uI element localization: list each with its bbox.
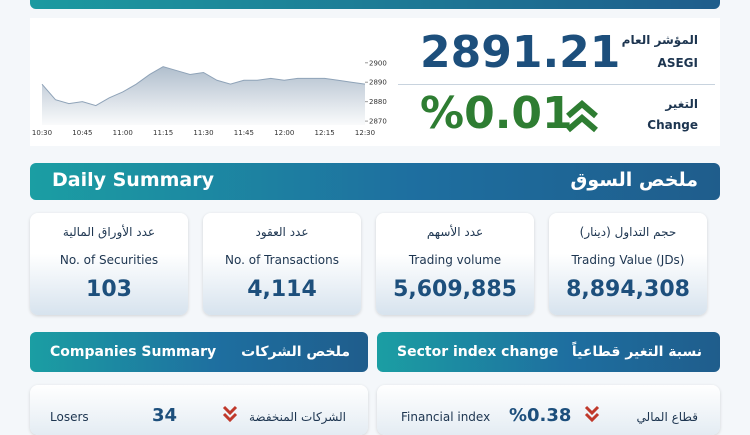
change-label-ar: التغير (665, 97, 698, 111)
row-label-en: Losers (50, 410, 89, 424)
row-label-ar: الشركات المنخفضة (248, 410, 346, 424)
card-label-en: No. of Transactions (224, 253, 340, 267)
card-label-ar: عدد الأوراق المالية (62, 225, 156, 239)
summary-card: عدد الأسهم Trading volume 5,609,885 (376, 213, 534, 315)
index-value: 2891.21 (420, 27, 621, 78)
index-chart: 2870 2880 2890 2900 10:30 10:45 11:00 11:15 11:3… (32, 59, 387, 137)
x-tick-label: 11:45 (234, 129, 254, 137)
summary-card: عدد العقود No. of Transactions 4,114 (203, 213, 361, 315)
y-tick-label: 2890 (369, 79, 387, 87)
index-label-en: ASEGI (657, 56, 698, 70)
top-bar (30, 0, 720, 9)
x-tick-label: 11:30 (193, 129, 213, 137)
card-label-en: No. of Securities (59, 253, 159, 267)
card-value: 4,114 (247, 277, 317, 302)
companies-row: Losers 34 الشركات المنخفضة (30, 385, 368, 435)
banner-title-en: Daily Summary (52, 169, 215, 191)
change-label-en: Change (647, 118, 698, 132)
x-tick-label: 10:30 (32, 129, 52, 137)
divider (398, 84, 715, 85)
x-tick-label: 11:00 (113, 129, 133, 137)
banner-title-ar: ملخص السوق (570, 169, 698, 191)
row-label-ar: قطاع المالي (636, 410, 698, 424)
card-value: 5,609,885 (393, 277, 517, 302)
banner-title-en: Companies Summary (50, 344, 217, 360)
card-label-ar: عدد الأسهم (426, 225, 484, 239)
card-value: 103 (86, 277, 132, 302)
up-icon (566, 100, 598, 133)
x-tick-label: 10:45 (72, 129, 92, 137)
banner-title-ar: ملخص الشركات (241, 344, 350, 360)
card-value: 8,894,308 (566, 277, 690, 302)
index-label-ar: المؤشر العام (621, 33, 698, 47)
y-tick-label: 2880 (369, 98, 387, 106)
y-tick-label: 2900 (369, 59, 387, 67)
card-label-ar: عدد العقود (255, 225, 309, 239)
change-value: %0.01 (420, 88, 573, 139)
card-label-ar: حجم التداول (دينار) (579, 225, 677, 239)
sector-row: Financial index %0.38 قطاع المالي (377, 385, 720, 435)
line (41, 66, 366, 107)
area (42, 66, 365, 125)
x-tick-label: 11:15 (153, 129, 173, 137)
summary-card: عدد الأوراق المالية No. of Securities 103 (30, 213, 188, 315)
x-tick-label: 12:15 (315, 129, 335, 137)
daily-summary-banner: Daily Summary ملخص السوق (30, 163, 720, 200)
banner-title-ar: نسبة التغير قطاعياً (571, 344, 702, 360)
row-label-en: Financial index (401, 410, 491, 424)
y-tick-label: 2870 (369, 118, 387, 126)
companies-banner: Companies Summary ملخص الشركات (30, 332, 368, 372)
summary-card: حجم التداول (دينار) Trading Value (JDs) 8,… (549, 213, 707, 315)
x-tick-label: 12:00 (274, 129, 294, 137)
card-label-en: Trading Value (JDs) (571, 253, 685, 267)
down-icon (222, 405, 238, 423)
x-tick-label: 12:30 (355, 129, 375, 137)
down-icon (584, 405, 600, 423)
sector-banner: Sector index change نسبة التغير قطاعياً (377, 332, 720, 372)
card-label-en: Trading volume (408, 253, 502, 267)
banner-title-en: Sector index change (397, 344, 559, 360)
row-value: 34 (152, 405, 178, 426)
row-value: %0.38 (509, 405, 572, 426)
